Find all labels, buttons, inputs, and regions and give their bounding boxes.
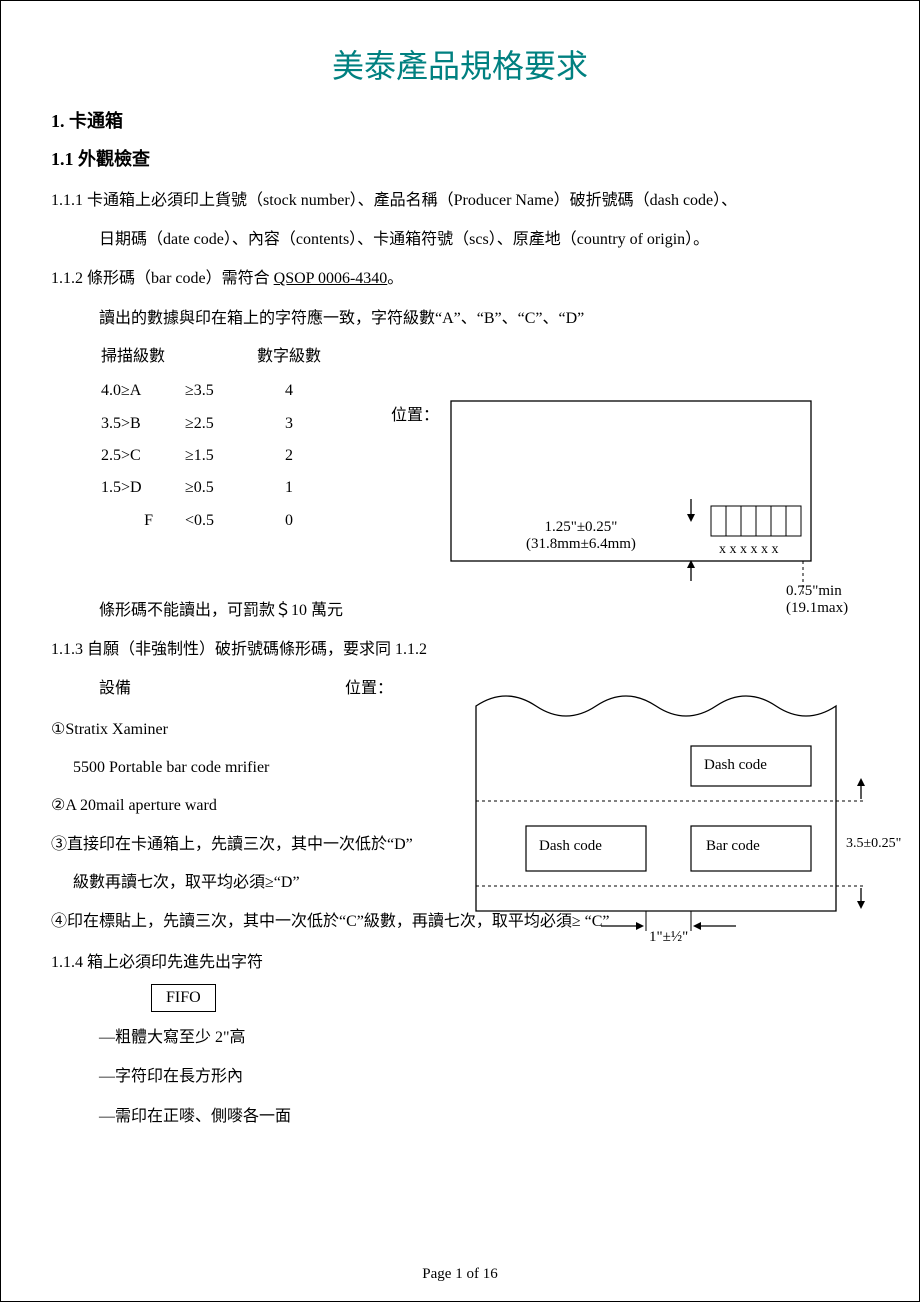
section-1-1-heading: 1.1 外觀檢查 bbox=[51, 145, 869, 171]
grade-row: 1.5>D≥0.51 bbox=[101, 473, 339, 503]
grade-h1: 掃描級數 bbox=[101, 342, 183, 374]
position-label: 位置： bbox=[391, 401, 439, 425]
grade-cell: ≥1.5 bbox=[185, 441, 255, 471]
dashcode-1: Dash code bbox=[704, 757, 767, 774]
qsop-link: QSOP 0006-4340 bbox=[274, 270, 388, 287]
hdim-label: 1"±½" bbox=[649, 929, 688, 946]
para-1-1-2-prefix: 1.1.2 條形碼（bar code）需符合 bbox=[51, 270, 274, 287]
grade-row: 3.5>B≥2.53 bbox=[101, 409, 339, 439]
equip-left: 設備 bbox=[51, 671, 341, 706]
fifo-note-2: —字符印在長方形內 bbox=[51, 1059, 869, 1094]
dim-0-75a: 0.75"min bbox=[786, 583, 848, 600]
para-1-1-1b: 日期碼（date code）、內容（contents）、卡通箱符號（scs）、原… bbox=[51, 222, 869, 257]
grade-row: F<0.50 bbox=[101, 506, 339, 536]
grade-cell: 2 bbox=[257, 441, 339, 471]
grade-cell: <0.5 bbox=[185, 506, 255, 536]
para-1-1-1: 1.1.1 卡通箱上必須印上貨號（stock number）、產品名稱（Prod… bbox=[51, 183, 869, 218]
page-title: 美泰產品規格要求 bbox=[51, 41, 869, 87]
section-1-heading: 1. 卡通箱 bbox=[51, 107, 869, 133]
dim-1-25: 1.25"±0.25" (31.8mm±6.4mm) bbox=[526, 519, 636, 553]
barcode-label: Bar code bbox=[706, 838, 760, 855]
grade-cell: 3.5>B bbox=[101, 409, 183, 439]
grade-cell: ≥3.5 bbox=[185, 376, 255, 406]
grade-row: 2.5>C≥1.52 bbox=[101, 441, 339, 471]
equip-right: 位置： bbox=[345, 680, 393, 697]
grade-cell: 1.5>D bbox=[101, 473, 183, 503]
grade-cell: 4 bbox=[257, 376, 339, 406]
grade-cell: 0 bbox=[257, 506, 339, 536]
grade-cell: 4.0≥A bbox=[101, 376, 183, 406]
grade-cell: ≥2.5 bbox=[185, 409, 255, 439]
fifo-box: FIFO bbox=[151, 984, 216, 1012]
dim-0-75b: (19.1max) bbox=[786, 600, 848, 617]
section-1-label: 卡通箱 bbox=[69, 111, 123, 131]
dim-1-25b: (31.8mm±6.4mm) bbox=[526, 536, 636, 553]
grade-cell: ≥0.5 bbox=[185, 473, 255, 503]
section-1-1-label: 外觀檢查 bbox=[78, 149, 150, 169]
page-footer: Page 1 of 16 bbox=[1, 1266, 919, 1283]
vdim-label: 3.5±0.25" bbox=[846, 836, 901, 852]
dashcode-layout-diagram: Dash code Dash code Bar code 1"±½" 3.5±0… bbox=[466, 681, 906, 961]
fifo-note-1: —粗體大寫至少 2"高 bbox=[51, 1020, 869, 1055]
diagram-2-svg bbox=[466, 681, 906, 961]
grade-row: 4.0≥A≥3.54 bbox=[101, 376, 339, 406]
x-row-text: x x x x x x bbox=[719, 542, 779, 557]
dashcode-2: Dash code bbox=[539, 838, 602, 855]
para-1-1-2: 1.1.2 條形碼（bar code）需符合 QSOP 0006-4340。 bbox=[51, 261, 869, 296]
dim-0-75: 0.75"min (19.1max) bbox=[786, 583, 848, 617]
section-1-num: 1. bbox=[51, 111, 65, 131]
grade-cell: 1 bbox=[257, 473, 339, 503]
barcode-position-diagram: 位置： x x x x x x 1.25" bbox=[441, 391, 871, 621]
section-1-1-num: 1.1 bbox=[51, 149, 74, 169]
document-page: 美泰產品規格要求 1. 卡通箱 1.1 外觀檢查 1.1.1 卡通箱上必須印上貨… bbox=[0, 0, 920, 1302]
fifo-note-3: —需印在正嘜、側嘜各一面 bbox=[51, 1099, 869, 1134]
para-1-1-2-end: 。 bbox=[387, 270, 403, 287]
grade-cell: F bbox=[101, 506, 183, 536]
para-1-1-3: 1.1.3 自願（非強制性）破折號碼條形碼，要求同 1.1.2 bbox=[51, 632, 869, 667]
grade-header-row: 掃描級數 數字級數 bbox=[101, 342, 339, 374]
grade-h2 bbox=[185, 342, 255, 374]
para-1-1-2b: 讀出的數據與印在箱上的字符應一致，字符級數“A”、“B”、“C”、“D” bbox=[51, 301, 869, 336]
grade-h3: 數字級數 bbox=[257, 342, 339, 374]
dim-1-25a: 1.25"±0.25" bbox=[526, 519, 636, 536]
grade-cell: 2.5>C bbox=[101, 441, 183, 471]
grade-table: 掃描級數 數字級數 4.0≥A≥3.54 3.5>B≥2.53 2.5>C≥1.… bbox=[99, 340, 341, 538]
grade-cell: 3 bbox=[257, 409, 339, 439]
